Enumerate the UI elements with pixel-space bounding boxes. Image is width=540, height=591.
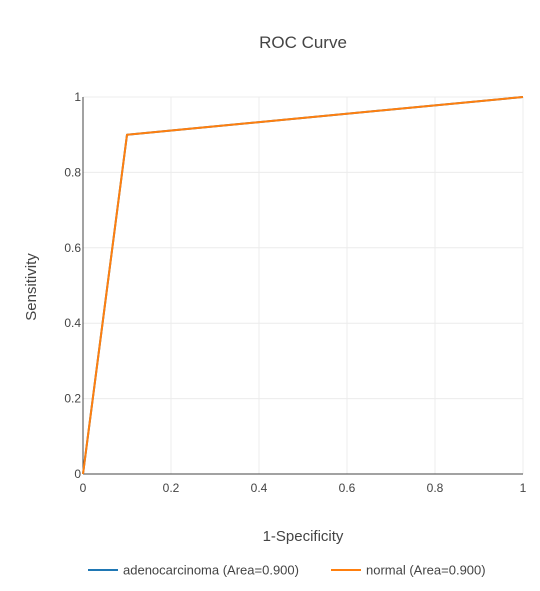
x-tick-label: 0.2 [163,481,180,495]
grid [83,96,524,474]
y-tick-label: 0.8 [64,165,81,179]
legend-item: adenocarcinoma (Area=0.900) [88,563,299,578]
chart-title: ROC Curve [259,33,347,52]
y-tick-label: 0 [74,467,81,481]
x-tick-label: 1 [520,481,527,495]
legend-label: normal (Area=0.900) [366,563,486,578]
y-tick-label: 0.4 [64,316,81,330]
series-lines [82,96,524,475]
legend: adenocarcinoma (Area=0.900) normal (Area=… [88,563,486,578]
x-tick-label: 0 [80,481,87,495]
x-tick-label: 0.6 [339,481,356,495]
x-tick-label: 0.8 [427,481,444,495]
series-line-1 [82,96,524,475]
x-axis-title: 1-Specificity [263,528,344,545]
series-line-0 [82,96,524,475]
y-tick-label: 0.6 [64,241,81,255]
y-tick-label: 0.2 [64,392,81,406]
tick-labels: 0 0.2 0.4 0.6 0.8 1 0 0.2 0.4 0.6 0.8 1 [64,90,526,495]
y-axis-title: Sensitivity [23,253,40,321]
y-tick-label: 1 [74,90,81,104]
legend-item: normal (Area=0.900) [331,563,486,578]
axes [82,97,523,475]
x-tick-label: 0.4 [251,481,268,495]
legend-label: adenocarcinoma (Area=0.900) [123,563,299,578]
